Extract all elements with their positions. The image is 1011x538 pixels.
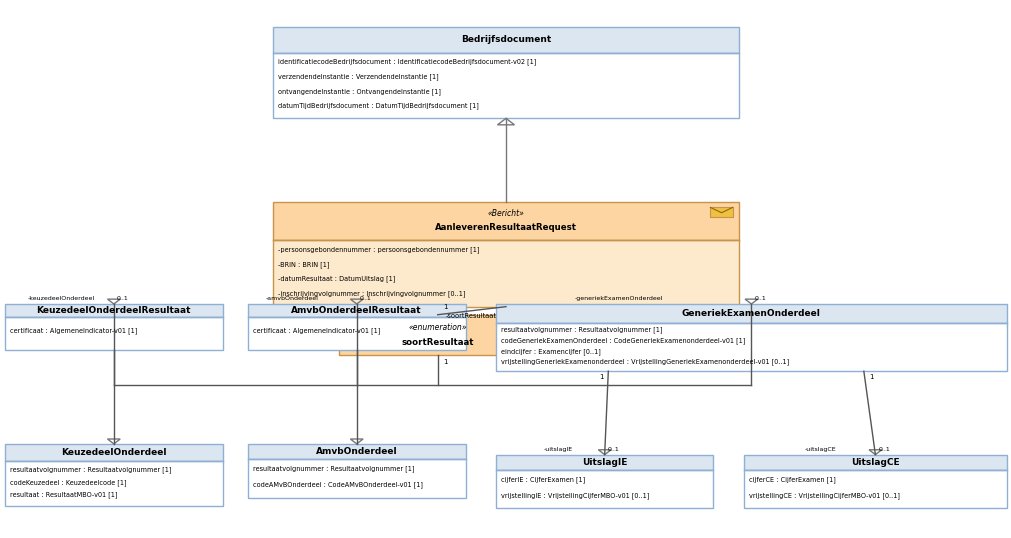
Text: -BRIN : BRIN [1]: -BRIN : BRIN [1] <box>278 261 330 267</box>
Text: certificaat : AlgemeneIndicator-v01 [1]: certificaat : AlgemeneIndicator-v01 [1] <box>253 328 380 335</box>
Text: verzendendeInstantie : VerzendendeInstantie [1]: verzendendeInstantie : VerzendendeInstan… <box>278 73 439 80</box>
Text: -datumResultaat : DatumUitslag [1]: -datumResultaat : DatumUitslag [1] <box>278 275 395 282</box>
Text: cijferCE : CijferExamen [1]: cijferCE : CijferExamen [1] <box>748 476 835 483</box>
Text: cijferIE : CijferExamen [1]: cijferIE : CijferExamen [1] <box>500 476 584 483</box>
Text: AanleverenResultaatRequest: AanleverenResultaatRequest <box>435 223 576 232</box>
Bar <box>5 317 222 350</box>
Bar <box>5 444 222 461</box>
Text: -keuzedeelOnderdeel: -keuzedeelOnderdeel <box>28 296 95 301</box>
Bar <box>339 315 536 355</box>
Text: datumTijdBedrijfsdocument : DatumTijdBedrijfsdocument [1]: datumTijdBedrijfsdocument : DatumTijdBed… <box>278 103 478 109</box>
Bar <box>273 202 738 239</box>
Bar <box>248 304 465 317</box>
Text: 0..1: 0..1 <box>753 296 765 301</box>
Text: identificatiecodeBedrijfsdocument : IdentificatiecodeBedrijfsdocument-v02 [1]: identificatiecodeBedrijfsdocument : Iden… <box>278 59 536 66</box>
Text: -uitslagIE: -uitslagIE <box>544 447 572 452</box>
Text: vrijstellingCE : VrijstellingCijferMBO-v01 [0..1]: vrijstellingCE : VrijstellingCijferMBO-v… <box>748 492 899 499</box>
Text: GeneriekExamenOnderdeel: GeneriekExamenOnderdeel <box>681 309 820 318</box>
Bar <box>495 323 1006 371</box>
Text: -soortResultaat: -soortResultaat <box>445 313 495 319</box>
Text: 0..1: 0..1 <box>608 447 619 452</box>
Text: resultaatvolgnummer : Resultaatvolgnummer [1]: resultaatvolgnummer : Resultaatvolgnumme… <box>253 465 413 472</box>
Text: vrijstellingIE : VrijstellingCijferMBO-v01 [0..1]: vrijstellingIE : VrijstellingCijferMBO-v… <box>500 492 648 499</box>
Bar <box>5 461 222 506</box>
Text: 1: 1 <box>443 359 447 365</box>
Bar <box>273 27 738 53</box>
Text: ontvangendeInstantie : OntvangendeInstantie [1]: ontvangendeInstantie : OntvangendeInstan… <box>278 88 441 95</box>
Text: soortResultaat: soortResultaat <box>401 338 473 346</box>
Text: KeuzedeelOnderdeel: KeuzedeelOnderdeel <box>61 448 167 457</box>
Bar <box>248 444 465 459</box>
Bar <box>495 455 713 470</box>
Text: resultaat : ResultaatMBO-v01 [1]: resultaat : ResultaatMBO-v01 [1] <box>10 492 117 498</box>
Text: resultaatvolgnummer : Resultaatvolgnummer [1]: resultaatvolgnummer : Resultaatvolgnumme… <box>10 466 171 473</box>
Bar <box>495 470 713 508</box>
Text: -inschrijvingvolgnummer : Inschrijvingvolgnummer [0..1]: -inschrijvingvolgnummer : Inschrijvingvo… <box>278 291 465 298</box>
Text: UitslagCE: UitslagCE <box>850 458 899 466</box>
Text: 0..1: 0..1 <box>117 296 128 301</box>
Text: -uitslagCE: -uitslagCE <box>804 447 835 452</box>
Text: vrijstellingGeneriekExamenonderdeel : VrijstellingGeneriekExamenonderdeel-v01 [0: vrijstellingGeneriekExamenonderdeel : Vr… <box>500 359 789 365</box>
Text: codeGeneriekExamenOnderdeel : CodeGeneriekExamenonderdeel-v01 [1]: codeGeneriekExamenOnderdeel : CodeGeneri… <box>500 337 744 344</box>
Text: resultaatvolgnummer : Resultaatvolgnummer [1]: resultaatvolgnummer : Resultaatvolgnumme… <box>500 327 661 333</box>
Bar <box>743 470 1006 508</box>
Text: codeKeuzedeel : Keuzedeelcode [1]: codeKeuzedeel : Keuzedeelcode [1] <box>10 479 126 486</box>
Text: KeuzedeelOnderdeelResultaat: KeuzedeelOnderdeelResultaat <box>36 306 191 315</box>
Text: AmvbOnderdeelResultaat: AmvbOnderdeelResultaat <box>291 306 422 315</box>
Bar <box>495 304 1006 323</box>
Text: eindcijfer : Examencijfer [0..1]: eindcijfer : Examencijfer [0..1] <box>500 348 601 355</box>
Text: 1: 1 <box>443 305 447 310</box>
Text: AmvbOnderdeel: AmvbOnderdeel <box>315 447 397 456</box>
Text: Bedrijfsdocument: Bedrijfsdocument <box>460 35 551 44</box>
Text: 1: 1 <box>868 374 872 380</box>
Bar <box>248 459 465 498</box>
Text: -generiekExamenOnderdeel: -generiekExamenOnderdeel <box>573 296 662 301</box>
Bar <box>273 53 738 118</box>
Text: UitslagIE: UitslagIE <box>581 458 627 466</box>
Text: «enumeration»: «enumeration» <box>408 323 466 332</box>
Text: 1: 1 <box>599 374 603 380</box>
Text: «Bericht»: «Bericht» <box>487 209 524 218</box>
Text: -persoonsgebondennummer : persoonsgebondennummer [1]: -persoonsgebondennummer : persoonsgebond… <box>278 246 479 252</box>
Text: codeAMvBOnderdeel : CodeAMvBOnderdeel-v01 [1]: codeAMvBOnderdeel : CodeAMvBOnderdeel-v0… <box>253 481 423 488</box>
Bar <box>5 304 222 317</box>
Text: -amvbOnderdeel: -amvbOnderdeel <box>265 296 318 301</box>
Bar <box>248 317 465 350</box>
Text: 0..1: 0..1 <box>360 296 371 301</box>
Bar <box>710 208 732 217</box>
Bar <box>743 455 1006 470</box>
Bar <box>273 239 738 307</box>
Text: 0..1: 0..1 <box>878 447 890 452</box>
Text: certificaat : AlgemeneIndicator-v01 [1]: certificaat : AlgemeneIndicator-v01 [1] <box>10 328 137 335</box>
